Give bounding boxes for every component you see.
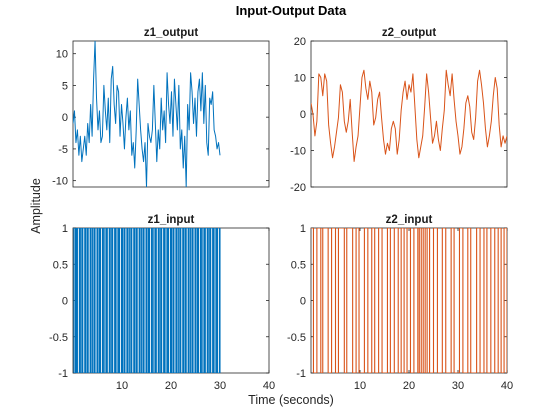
x-tick-label: 30	[452, 380, 464, 392]
y-tick-label: -10	[290, 146, 306, 158]
x-axis-label: Time (seconds)	[248, 393, 334, 407]
y-axis-label: Amplitude	[29, 178, 43, 234]
y-tick-label: 0.5	[53, 259, 68, 271]
x-tick-label: 40	[501, 380, 513, 392]
y-tick-label: 0.5	[291, 259, 306, 271]
y-tick-label: 1	[300, 223, 306, 235]
panel-title: z1_output	[144, 27, 198, 39]
series-line	[73, 228, 221, 373]
panel-z1-input: z1_input -1 -0.5 0 0.5 1 10 20 30 40	[49, 214, 275, 392]
series-line	[73, 41, 221, 187]
figure-title: Input-Output Data	[236, 3, 347, 18]
x-tick-label: 20	[403, 380, 415, 392]
x-tick-label: 30	[214, 380, 226, 392]
y-tick-label: 0	[62, 296, 68, 308]
y-tick-label: -1	[58, 368, 68, 380]
y-tick-label: 0	[300, 296, 306, 308]
x-tick-label: 10	[354, 380, 366, 392]
panel-title: z2_output	[382, 27, 436, 39]
y-tick-label: 20	[294, 36, 306, 48]
y-tick-label: -20	[290, 182, 306, 194]
panel-z1-output: z1_output -10 -5 0 5 10	[52, 27, 270, 188]
x-tick-label: 20	[165, 380, 177, 392]
y-tick-label: -10	[52, 176, 68, 188]
y-tick-label: 10	[294, 73, 306, 85]
y-tick-label: 0	[62, 112, 68, 124]
y-tick-label: -0.5	[287, 332, 306, 344]
axes-frame	[310, 40, 508, 188]
y-tick-label: 0	[300, 109, 306, 121]
panel-title: z1_input	[148, 214, 195, 226]
axes-frame	[310, 227, 508, 374]
y-tick-label: -5	[58, 144, 68, 156]
y-tick-label: 1	[62, 223, 68, 235]
series-line	[311, 228, 507, 373]
y-tick-label: -0.5	[49, 332, 68, 344]
x-tick-label: 40	[263, 380, 275, 392]
y-tick-label: -1	[296, 368, 306, 380]
panel-z2-output: z2_output -20 -10 0 10 20	[290, 27, 508, 194]
y-tick-label: 5	[62, 80, 68, 92]
panel-title: z2_input	[386, 214, 433, 226]
x-tick-label: 10	[116, 380, 128, 392]
axes-frame	[72, 40, 270, 188]
y-tick-label: 10	[56, 49, 68, 61]
panel-z2-input: z2_input -1 -0.5 0 0.5 1 10 20 30 40	[287, 214, 513, 392]
series-line	[311, 69, 507, 162]
